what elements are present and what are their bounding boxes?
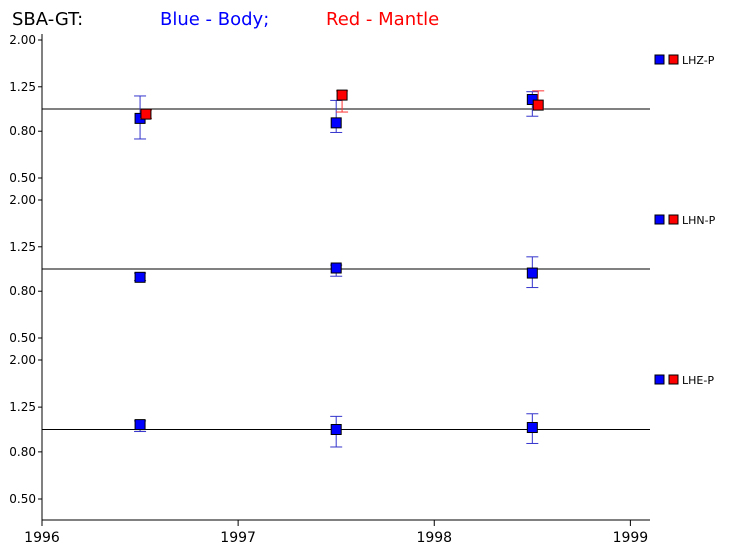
data-point-body (330, 424, 342, 435)
legend-swatch-body (654, 374, 665, 385)
y-tick-label: 0.80 (9, 284, 36, 298)
data-point-body (526, 267, 538, 279)
title-prefix: SBA-GT: (12, 9, 83, 30)
title-red-mantle: Red - Mantle (326, 9, 439, 30)
panel-lhz-p: 2.00 1.25 0.80 0.50 LHZ-P (9, 33, 714, 185)
y-tick-label: 2.00 (9, 193, 36, 207)
y-tick-label: 0.80 (9, 445, 36, 459)
title-blue-body: Blue - Body; (160, 9, 269, 30)
legend-swatch-mantle (668, 54, 679, 65)
y-tick-label: 0.50 (9, 171, 36, 185)
y-tick-label: 0.80 (9, 124, 36, 138)
y-tick-label: 2.00 (9, 353, 36, 367)
legend-swatch-body (654, 214, 665, 225)
data-point-body (526, 422, 538, 434)
x-tick-label: 1996 (24, 530, 60, 546)
channel-label: LHZ-P (682, 54, 715, 67)
legend-swatch-mantle (668, 214, 679, 225)
panel-lhe-p: 2.00 1.25 0.80 0.50 LHE-P (9, 353, 714, 506)
panel-lhn-p: 2.00 1.25 0.80 0.50 LHN-P (9, 193, 715, 345)
plot-panels: 2.00 1.25 0.80 0.50 LHZ-P 2.00 1.25 0.80 0.50 LHN… (9, 33, 715, 546)
x-tick-label: 1997 (220, 530, 256, 546)
x-tick-label: 1998 (416, 530, 452, 546)
legend-swatch-body (654, 54, 665, 65)
data-point-body (330, 262, 342, 274)
data-point-body (526, 94, 538, 106)
data-point-body (134, 271, 146, 283)
y-tick-label: 1.25 (9, 400, 36, 414)
data-point-body (134, 419, 146, 431)
y-tick-label: 2.00 (9, 33, 36, 47)
y-tick-label: 1.25 (9, 80, 36, 94)
y-tick-label: 0.50 (9, 492, 36, 506)
y-tick-label: 0.50 (9, 331, 36, 345)
data-point-mantle (336, 89, 348, 101)
y-tick-label: 1.25 (9, 240, 36, 254)
data-point-mantle (532, 99, 544, 111)
legend-swatch-mantle (668, 374, 679, 385)
channel-label: LHN-P (682, 214, 716, 227)
data-point-body (330, 117, 342, 129)
channel-label: LHE-P (682, 374, 714, 387)
data-point-mantle (140, 108, 152, 120)
x-tick-label: 1999 (613, 530, 649, 546)
